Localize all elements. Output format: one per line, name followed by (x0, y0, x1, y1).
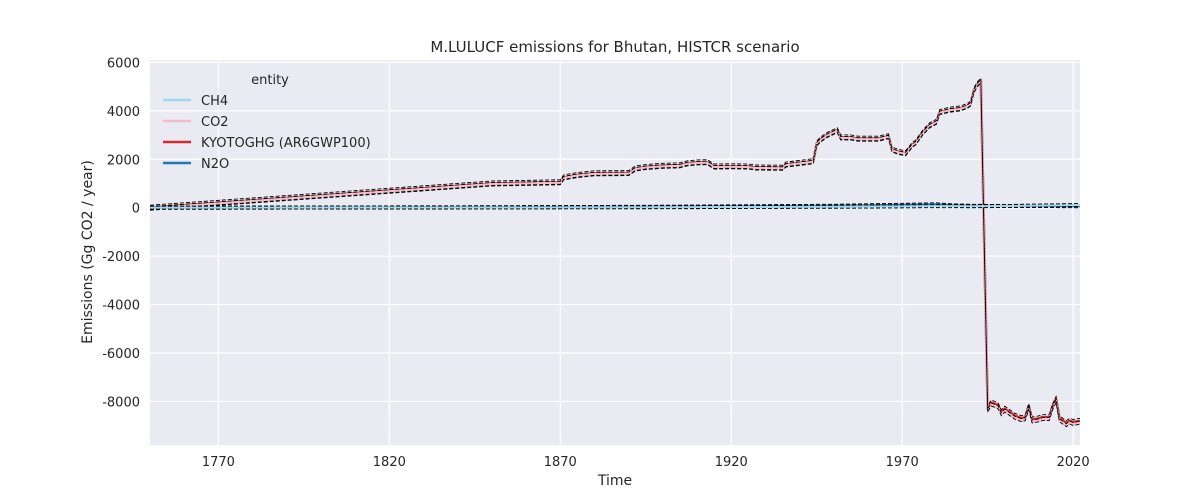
y-tick-label: 4000 (107, 105, 140, 120)
series-band-upper (150, 78, 1080, 425)
y-tick-label: -2000 (102, 250, 140, 265)
y-tick-label: 2000 (107, 153, 140, 168)
y-tick-label: -4000 (102, 299, 140, 314)
series-band-upper (150, 76, 1080, 422)
x-tick-label: 1770 (202, 455, 235, 470)
chart-title: M.LULUCF emissions for Bhutan, HISTCR sc… (430, 38, 799, 56)
series-ch4 (150, 203, 1080, 210)
legend: entity CH4 CO2 KYOTOGHG (AR6GWP100) N2O (163, 73, 371, 172)
y-tick-label: -6000 (102, 347, 140, 362)
x-tick-labels: 1770 1820 1870 1920 1970 2020 (202, 455, 1090, 470)
x-tick-label: 1970 (886, 455, 919, 470)
plot-background (150, 60, 1080, 445)
plot-area (150, 76, 1080, 428)
y-tick-label: -8000 (102, 395, 140, 410)
y-tick-labels: 6000 4000 2000 0 -2000 -4000 -6000 -8000 (102, 56, 140, 410)
series-band-lower (150, 81, 1080, 428)
legend-entry-label: CH4 (201, 94, 228, 109)
series-band-lower (150, 206, 1080, 210)
x-tick-label: 2020 (1057, 455, 1090, 470)
series-band-upper (150, 203, 1080, 207)
x-tick-label: 1870 (544, 455, 577, 470)
legend-entry-label: N2O (201, 157, 229, 172)
x-tick-label: 1920 (715, 455, 748, 470)
y-tick-label: 6000 (107, 56, 140, 71)
x-tick-label: 1820 (373, 455, 406, 470)
legend-title: entity (251, 73, 289, 88)
series-line (150, 203, 1080, 209)
x-axis-label: Time (597, 473, 632, 489)
y-axis-label: Emissions (Gg CO2 / year) (80, 160, 96, 344)
y-tick-label: 0 (132, 202, 140, 217)
series-co2 (150, 78, 1080, 428)
legend-entry-label: KYOTOGHG (AR6GWP100) (201, 136, 371, 151)
legend-entry-label: CO2 (201, 115, 229, 130)
